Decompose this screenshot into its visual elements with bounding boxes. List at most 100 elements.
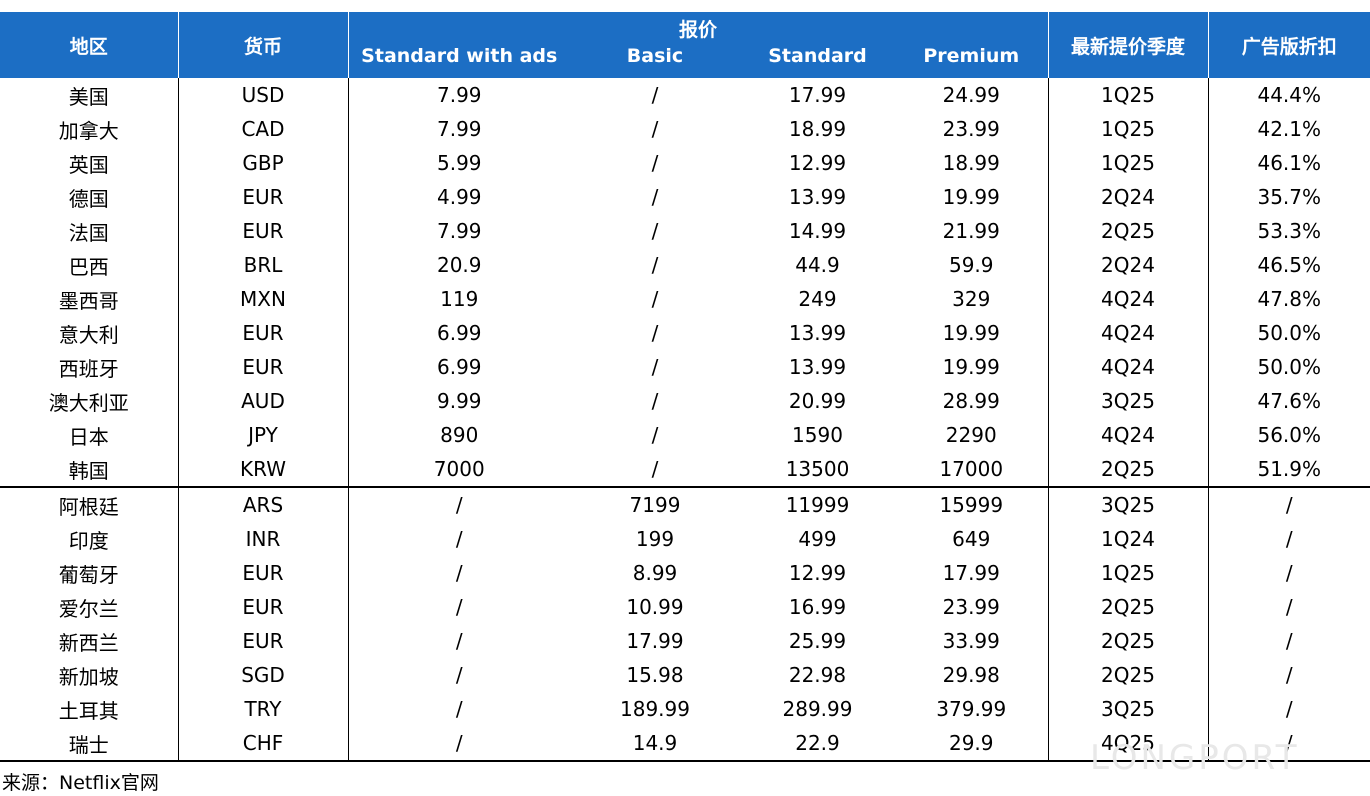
table-cell: 2Q24 <box>1048 248 1209 282</box>
table-cell: 42.1% <box>1257 117 1322 141</box>
table-cell: 澳大利亚 <box>0 384 179 418</box>
table-cell: 35.7% <box>1257 185 1322 209</box>
table-cell: 2Q24 <box>1048 180 1209 214</box>
table-cell: SGD <box>178 658 349 692</box>
table-cell: 17.99 <box>895 556 1049 590</box>
source-note: 来源：Netflix官网 <box>2 772 159 794</box>
table-cell: 2Q25 <box>1048 214 1209 248</box>
table-cell: EUR <box>178 316 349 350</box>
table-row: 西班牙 EUR 6.99 / 13.99 19.99 4Q24 50.0% <box>0 350 1370 384</box>
table-cell: 56.0% <box>1257 423 1322 447</box>
table-cell: 7199 <box>570 486 740 522</box>
table-cell: / <box>651 83 659 107</box>
table-cell: 19.99 <box>895 316 1049 350</box>
table-cell: / <box>455 663 463 687</box>
table-cell: 249 <box>798 287 837 311</box>
table-cell: 3Q25 <box>1048 692 1209 726</box>
table-row: 土耳其 TRY / 189.99 289.99 379.99 3Q25 / <box>0 692 1370 726</box>
table-cell: / <box>1285 663 1293 687</box>
table-cell: AUD <box>178 384 349 418</box>
table-cell: GBP <box>178 146 349 180</box>
table-cell: 1Q25 <box>1048 78 1209 112</box>
table-row: 瑞士 CHF/14.9 22.9 29.9 4Q25/ <box>0 726 1370 762</box>
table-cell: 英国 <box>0 146 179 180</box>
table-row: 德国 EUR 4.99 / 13.99 19.99 2Q24 35.7% <box>0 180 1370 214</box>
table-cell: 12.99 <box>788 151 847 175</box>
table-cell: 1Q24 <box>1048 522 1209 556</box>
table-cell: 33.99 <box>895 624 1049 658</box>
table-cell: MXN <box>178 282 349 316</box>
table-cell: 12.99 <box>788 561 847 585</box>
table-cell: 2Q25 <box>1048 452 1209 487</box>
table-cell: / <box>455 527 463 551</box>
table-cell: / <box>455 697 463 721</box>
table-cell: 6.99 <box>436 355 482 379</box>
table-cell: 9.99 <box>436 389 482 413</box>
table-cell: 189.99 <box>620 697 690 721</box>
table-cell: 29.98 <box>895 658 1049 692</box>
table-cell: 7.99 <box>436 83 482 107</box>
table-cell: 阿根廷 <box>0 486 179 522</box>
table-cell: 22.98 <box>788 663 847 687</box>
table-cell: 47.8% <box>1257 287 1322 311</box>
table-cell: 20.9 <box>436 253 482 277</box>
table-cell: 14.9 <box>570 726 740 762</box>
table-cell: 爱尔兰 <box>0 590 179 624</box>
table-cell: / <box>651 321 659 345</box>
table-cell: 韩国 <box>0 452 179 487</box>
table-cell: 5.99 <box>436 151 482 175</box>
table-cell: 2Q25 <box>1048 590 1209 624</box>
header-cell: 广告版折扣 <box>1208 12 1370 78</box>
table-row: 澳大利亚 AUD 9.99 / 20.99 28.99 3Q25 47.6% <box>0 384 1370 418</box>
table-cell: 1590 <box>792 423 843 447</box>
table-row: 日本 JPY 890 / 1590 2290 4Q24 56.0% <box>0 418 1370 452</box>
table-row: 印度 INR / 199 499 649 1Q24 / <box>0 522 1370 556</box>
table-cell: 6.99 <box>436 321 482 345</box>
table-cell: TRY <box>178 692 349 726</box>
table-row: 新加坡 SGD / 15.98 22.98 29.98 2Q25 / <box>0 658 1370 692</box>
table-row: 加拿大 CAD 7.99 / 18.99 23.99 1Q25 42.1% <box>0 112 1370 146</box>
table-cell: / <box>1285 629 1293 653</box>
table-cell: CHF <box>178 726 349 762</box>
header-cell: Standard <box>740 45 895 78</box>
table-cell: 13500 <box>785 457 850 481</box>
table-cell: 13.99 <box>788 185 847 209</box>
table-row: 法国 EUR 7.99 / 14.99 21.99 2Q25 53.3% <box>0 214 1370 248</box>
table-cell: 50.0% <box>1257 321 1322 345</box>
table-cell: EUR <box>178 624 349 658</box>
table-cell: 23.99 <box>895 112 1049 146</box>
table-cell: / <box>1208 726 1370 762</box>
table-cell: 新加坡 <box>0 658 179 692</box>
table-cell: JPY <box>178 418 349 452</box>
table-cell: 1Q25 <box>1048 146 1209 180</box>
table-cell: 20.99 <box>788 389 847 413</box>
table-cell: 美国 <box>0 78 179 112</box>
header-cell: 最新提价季度 <box>1048 12 1209 78</box>
table-cell: / <box>651 219 659 243</box>
table-cell: 50.0% <box>1257 355 1322 379</box>
header-cell: Premium <box>895 45 1049 78</box>
table-cell: 印度 <box>0 522 179 556</box>
table-row: 葡萄牙 EUR / 8.99 12.99 17.99 1Q25 / <box>0 556 1370 590</box>
table-cell: 22.9 <box>740 726 895 762</box>
table-cell: 14.99 <box>788 219 847 243</box>
table-cell: 2290 <box>895 418 1049 452</box>
table-cell: / <box>455 595 463 619</box>
table-cell: 4.99 <box>436 185 482 209</box>
table-row: 爱尔兰 EUR / 10.99 16.99 23.99 2Q25 / <box>0 590 1370 624</box>
table-cell: 51.9% <box>1257 457 1322 481</box>
table-cell: 巴西 <box>0 248 179 282</box>
table-cell: 199 <box>635 527 675 551</box>
table-cell: 土耳其 <box>0 692 179 726</box>
table-cell: 289.99 <box>782 697 853 721</box>
table-cell: 德国 <box>0 180 179 214</box>
table-cell: EUR <box>178 214 349 248</box>
table-cell: 28.99 <box>895 384 1049 418</box>
table-row: 意大利 EUR 6.99 / 13.99 19.99 4Q24 50.0% <box>0 316 1370 350</box>
table-row: 巴西 BRL 20.9 / 44.9 59.9 2Q24 46.5% <box>0 248 1370 282</box>
header-cell: Standard with ads <box>348 45 570 78</box>
table-cell: 379.99 <box>895 692 1049 726</box>
header-cell: 货币 <box>178 12 349 78</box>
table-cell: / <box>1285 595 1293 619</box>
table-cell: / <box>455 629 463 653</box>
